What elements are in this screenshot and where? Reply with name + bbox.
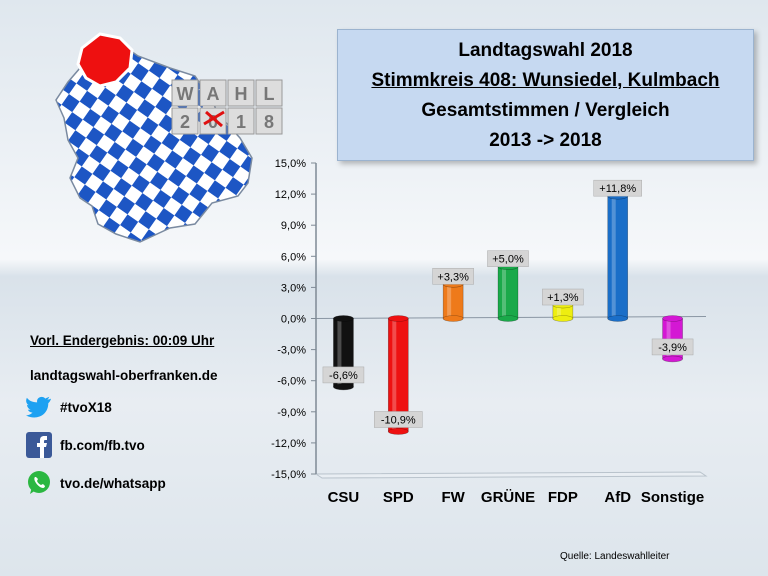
twitter-row[interactable]: #tvoX18: [26, 394, 112, 420]
y-tick-label: 15,0%: [275, 158, 306, 170]
y-tick-label: 0,0%: [281, 314, 306, 326]
bar-base: [387, 315, 409, 322]
y-axis: 15,0% 12,0% 9,0% 6,0% 3,0% 0,0% -3,0% -6,0% -9,0…: [271, 158, 317, 481]
cube-letter: H: [235, 84, 248, 104]
x-tick-label: GRÜNE: [481, 489, 535, 506]
bar-base: [333, 315, 354, 322]
source-note: Quelle: Landeswahlleiter: [560, 551, 670, 562]
cube-letter: 8: [264, 112, 274, 132]
data-label: +11,8%: [599, 183, 636, 195]
x-axis: CSU SPD FW GRÜNE FDP AfD Sonstige: [328, 489, 705, 506]
bar-highlight: [611, 196, 616, 319]
data-label: -10,9%: [381, 414, 416, 426]
checkmark-icon: [203, 110, 225, 128]
facebook-icon: [26, 432, 52, 458]
whatsapp-icon: [26, 470, 52, 496]
data-label-box: [487, 250, 529, 267]
x-tick-label: SPD: [383, 489, 414, 506]
y-tick-label: -12,0%: [271, 438, 306, 450]
chart-floor: [314, 471, 708, 479]
data-label-box: [432, 268, 474, 285]
title-line-3: Gesamtstimmen / Vergleich: [421, 100, 670, 121]
bar: [442, 283, 464, 319]
bar-base: [607, 315, 629, 322]
y-tick-label: 6,0%: [281, 251, 306, 263]
data-label: -6,6%: [329, 370, 358, 382]
bar-cap: [333, 383, 354, 391]
bar-base: [662, 315, 683, 322]
bar-highlight: [337, 318, 342, 387]
cube-letter: 0: [208, 112, 218, 132]
cube-letter: 1: [236, 112, 246, 132]
bar-cap: [387, 428, 409, 435]
data-label-box: [593, 179, 642, 197]
y-tick-label: 9,0%: [281, 220, 306, 232]
data-labels: -6,6% -10,9% +3,3% +5,0% +1,3% +11,8% -3,9%: [322, 179, 694, 428]
bar-base: [552, 315, 574, 322]
bar: [497, 266, 519, 319]
x-tick-label: AfD: [604, 489, 631, 506]
website-link[interactable]: landtagswahl-oberfranken.de: [30, 368, 218, 383]
bars: [333, 192, 683, 435]
cube-letter: A: [207, 84, 220, 104]
bar-highlight: [556, 305, 561, 319]
title-line-1: Landtagswahl 2018: [458, 40, 633, 61]
x-tick-label: FW: [441, 489, 465, 506]
result-time: Vorl. Endergebnis: 00:09 Uhr: [30, 333, 215, 348]
whatsapp-row[interactable]: tvo.de/whatsapp: [26, 470, 166, 496]
data-label: +1,3%: [547, 292, 579, 304]
bar: [607, 195, 629, 319]
y-tick-label: 3,0%: [281, 282, 306, 294]
data-label-box: [322, 366, 365, 384]
y-tick-label: -3,0%: [277, 345, 306, 357]
bar-base: [442, 315, 464, 322]
data-label: -3,9%: [658, 342, 687, 354]
x-tick-label: FDP: [548, 489, 578, 506]
chart-plot-area: [314, 316, 708, 479]
title-line-4: 2013 -> 2018: [489, 130, 602, 151]
data-label-box: [374, 411, 423, 428]
twitter-handle: #tvoX18: [60, 399, 112, 415]
cube-letter: L: [264, 84, 275, 104]
wahl-2018-cubes: W A H L 2 0 1 8: [171, 79, 283, 135]
title-line-2: Stimmkreis 408: Wunsiedel, Kulmbach: [371, 70, 720, 91]
bar-highlight: [447, 284, 452, 319]
x-tick-label: CSU: [328, 489, 360, 506]
y-tick-label: 12,0%: [275, 189, 306, 201]
whatsapp-link: tvo.de/whatsapp: [60, 475, 166, 491]
twitter-icon: [26, 394, 52, 420]
data-label: +5,0%: [492, 254, 524, 266]
cube-letter: 2: [180, 112, 190, 132]
y-tick-label: -15,0%: [271, 469, 306, 481]
data-label-box: [542, 288, 584, 306]
bavaria-map-logo: W A H L 2 0 1 8: [55, 32, 283, 243]
y-tick-label: -9,0%: [277, 407, 306, 419]
y-tick-label: -6,0%: [277, 376, 306, 388]
bar-base: [497, 315, 519, 322]
facebook-row[interactable]: fb.com/fb.tvo: [26, 432, 145, 458]
bar-highlight: [392, 318, 397, 432]
bar-highlight: [502, 266, 506, 319]
facebook-link: fb.com/fb.tvo: [60, 437, 145, 453]
x-tick-label: Sonstige: [641, 489, 704, 506]
bar-cap: [662, 355, 683, 363]
cube-letter: W: [177, 84, 194, 104]
data-label-box: [651, 338, 694, 356]
title-box: Landtagswahl 2018 Stimmkreis 408: Wunsie…: [337, 29, 754, 161]
data-label: +3,3%: [437, 271, 469, 283]
